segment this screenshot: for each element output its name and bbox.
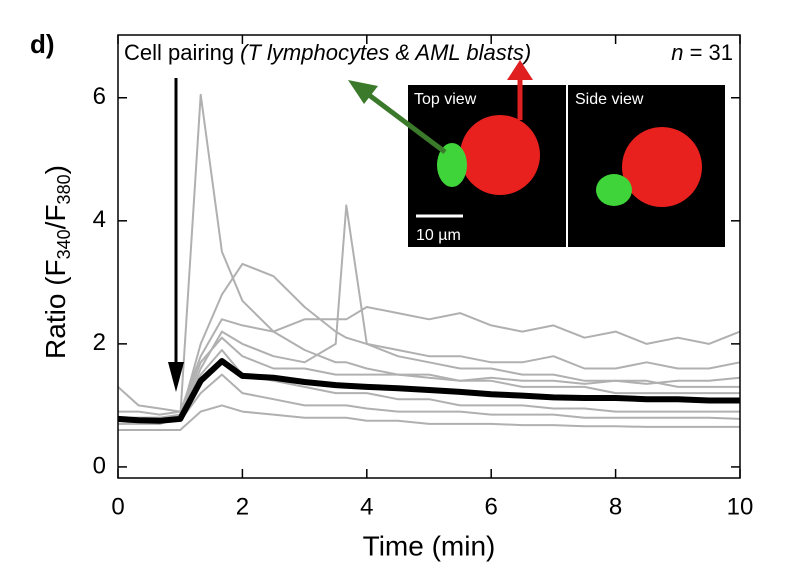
- x-tick-label: 4: [360, 493, 373, 520]
- inset-label: Top view: [414, 91, 477, 108]
- trace: [117, 93, 740, 425]
- y-tick-label: 6: [93, 83, 106, 110]
- y-label-part: /F: [40, 204, 71, 229]
- y-tick-label: 2: [93, 329, 106, 356]
- aml-blast: [460, 115, 540, 195]
- green-arrow-head: [348, 80, 378, 104]
- x-axis-label: Time (min): [363, 530, 496, 561]
- aml-blast-side: [622, 127, 702, 207]
- mean-trace: [117, 358, 740, 424]
- x-tick-label: 2: [236, 493, 249, 520]
- n-symbol: n: [671, 40, 683, 65]
- trace: [118, 336, 741, 419]
- x-tick-label: 10: [727, 493, 754, 520]
- y-label-part: ): [40, 165, 71, 174]
- trace: [118, 306, 741, 416]
- annotation: Cell pairing (T lymphocytes & AML blasts…: [124, 40, 531, 65]
- y-label-sub: 340: [54, 229, 74, 259]
- y-label-part: Ratio (F: [40, 259, 71, 359]
- overlay: Top view Side view 10 µm: [168, 60, 725, 392]
- y-axis-label: Ratio (F340/F380): [40, 165, 73, 359]
- inset-label: Side view: [575, 91, 644, 108]
- trace: [118, 373, 741, 424]
- scale-label: 10 µm: [416, 227, 461, 244]
- y-label-sub: 380: [54, 174, 74, 204]
- n-value: = 31: [683, 40, 733, 65]
- n-label: n = 31: [671, 40, 733, 65]
- x-tick-label: 0: [111, 493, 124, 520]
- red-arrow-head: [507, 60, 533, 80]
- y-tick-label: 0: [93, 452, 106, 479]
- t-cell-side: [596, 174, 632, 206]
- x-tick-label: 8: [609, 493, 622, 520]
- trace: [118, 262, 741, 425]
- pairing-arrow-head: [168, 362, 184, 392]
- annotation-italic: (T lymphocytes & AML blasts): [240, 40, 531, 65]
- panel-label: d): [30, 29, 55, 59]
- axes-frame: [117, 34, 741, 479]
- x-tick-label: 6: [485, 493, 498, 520]
- trace: [118, 404, 740, 431]
- green-arrow: [363, 90, 447, 154]
- trace: [117, 349, 740, 413]
- y-tick-label: 4: [93, 206, 106, 233]
- annotation-text: Cell pairing: [124, 40, 240, 65]
- t-cell: [437, 143, 467, 187]
- plot-area: 0 2 4 6 8 10 0 2 4 6: [93, 34, 754, 520]
